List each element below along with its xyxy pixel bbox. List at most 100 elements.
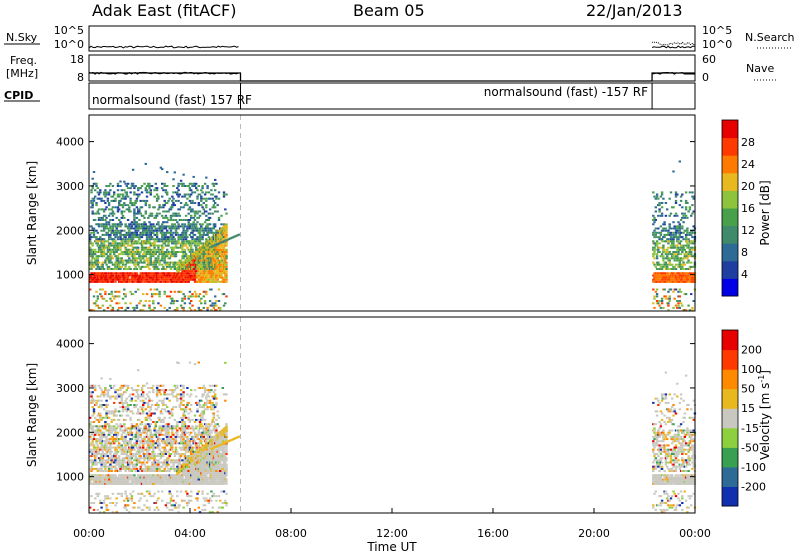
range-cell bbox=[150, 185, 154, 187]
range-cell bbox=[681, 263, 684, 266]
range-cell bbox=[95, 240, 98, 243]
range-cell bbox=[220, 238, 223, 241]
range-cell bbox=[164, 240, 168, 243]
range-cell bbox=[163, 199, 166, 202]
range-cell bbox=[135, 199, 139, 202]
range-cell bbox=[111, 223, 115, 226]
range-cell bbox=[101, 470, 104, 472]
range-cell bbox=[124, 399, 127, 402]
range-cell bbox=[97, 272, 101, 275]
range-cell bbox=[91, 482, 94, 485]
cpid-segment-2-label: normalsound (fast) -157 RF bbox=[484, 85, 648, 99]
range-cell bbox=[215, 246, 218, 249]
range-cell bbox=[691, 195, 694, 198]
range-cell bbox=[116, 238, 120, 241]
range-cell bbox=[102, 391, 106, 394]
range-cell bbox=[216, 272, 219, 275]
range-cell bbox=[107, 429, 111, 432]
range-cell bbox=[131, 453, 135, 455]
range-cell bbox=[155, 251, 159, 253]
range-cell bbox=[135, 404, 139, 406]
range-cell bbox=[129, 429, 132, 432]
range-cell bbox=[115, 478, 118, 481]
range-cell bbox=[166, 231, 169, 234]
range-cell bbox=[166, 248, 169, 251]
range-cell bbox=[102, 404, 106, 406]
range-cell bbox=[140, 206, 144, 209]
range-cell bbox=[125, 272, 128, 275]
range-cell bbox=[89, 425, 92, 428]
range-cell bbox=[105, 508, 108, 511]
range-cell bbox=[120, 433, 123, 436]
range-cell bbox=[182, 236, 185, 239]
range-cell bbox=[92, 257, 96, 260]
range-cell bbox=[142, 404, 145, 406]
range-cell bbox=[128, 461, 131, 464]
range-cell bbox=[121, 272, 125, 275]
range-cell bbox=[183, 225, 187, 228]
range-cell bbox=[106, 199, 110, 202]
range-cell bbox=[214, 206, 217, 209]
range-cell bbox=[687, 238, 690, 241]
range-cell bbox=[148, 236, 151, 239]
range-cell bbox=[121, 263, 125, 266]
range-cell bbox=[154, 431, 157, 434]
range-cell bbox=[124, 195, 127, 198]
range-cell bbox=[157, 208, 160, 211]
range-cell bbox=[97, 278, 101, 281]
range-cell bbox=[181, 276, 184, 279]
range-cell bbox=[137, 195, 140, 198]
range-cell bbox=[142, 410, 145, 413]
range-cell bbox=[653, 306, 656, 309]
range-cell bbox=[104, 280, 107, 283]
range-cell bbox=[212, 246, 216, 249]
range-cell bbox=[125, 306, 128, 309]
range-cell bbox=[133, 425, 136, 428]
range-cell bbox=[167, 280, 170, 283]
range-cell bbox=[652, 233, 655, 236]
range-cell bbox=[203, 257, 207, 260]
range-cell bbox=[155, 261, 159, 264]
range-cell bbox=[667, 304, 670, 307]
range-cell bbox=[660, 240, 664, 243]
range-cell bbox=[208, 276, 212, 279]
range-cell bbox=[140, 389, 144, 392]
range-cell bbox=[212, 206, 216, 209]
range-cell bbox=[682, 238, 685, 241]
range-cell bbox=[109, 297, 112, 300]
range-cell bbox=[669, 233, 673, 236]
range-cell bbox=[195, 227, 198, 230]
range-cell bbox=[142, 240, 145, 243]
range-cell bbox=[119, 406, 122, 409]
range-cell bbox=[96, 508, 99, 511]
range-cell bbox=[95, 268, 98, 270]
range-cell bbox=[188, 276, 192, 279]
range-cell bbox=[120, 240, 123, 243]
range-cell bbox=[139, 474, 142, 477]
range-cell bbox=[145, 229, 149, 232]
range-cell bbox=[159, 470, 163, 472]
range-cell bbox=[107, 208, 111, 211]
range-cell bbox=[159, 461, 163, 464]
range-cell bbox=[109, 431, 112, 434]
range-cell bbox=[222, 293, 226, 296]
range-cell bbox=[150, 470, 154, 472]
range-cell bbox=[682, 246, 685, 249]
range-cell bbox=[214, 259, 217, 262]
range-cell bbox=[94, 280, 97, 283]
range-cell bbox=[95, 290, 98, 293]
range-cell bbox=[106, 482, 110, 485]
range-cell bbox=[153, 433, 156, 436]
range-cell bbox=[139, 309, 142, 312]
range-cell bbox=[219, 248, 222, 251]
range-cell bbox=[142, 214, 145, 217]
range-cell bbox=[106, 433, 110, 436]
range-cell bbox=[162, 442, 165, 445]
range-cell bbox=[149, 457, 152, 460]
range-cell bbox=[219, 306, 222, 309]
range-cell bbox=[153, 225, 156, 228]
range-cell bbox=[91, 248, 94, 251]
colorbar-tick-label: 4 bbox=[741, 268, 748, 281]
range-cell bbox=[91, 278, 94, 281]
range-cell bbox=[94, 459, 97, 462]
